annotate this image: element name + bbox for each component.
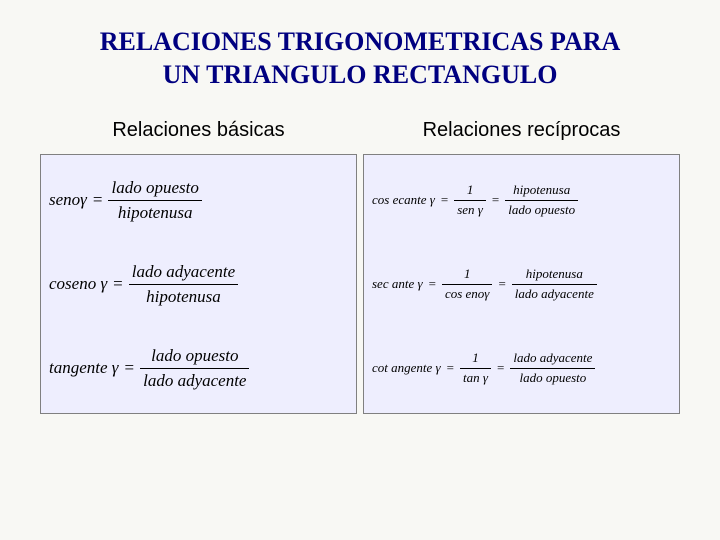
right-heading: Relaciones recíprocas (423, 119, 621, 142)
left-heading: Relaciones básicas (112, 119, 284, 142)
right-column: Relaciones recíprocas cos ecante γ=1sen … (363, 119, 680, 414)
formula-lhs: senoγ (49, 190, 87, 210)
formula-lhs: tangente γ (49, 358, 119, 378)
left-formula-box: senoγ=lado opuestohipotenusacoseno γ=lad… (40, 154, 357, 414)
formula-lhs: cos ecante γ (372, 192, 435, 208)
title-line-1: RELACIONES TRIGONOMETRICAS PARA (100, 27, 621, 56)
equals-sign: = (498, 276, 505, 292)
formula-row: sec ante γ=1cos enoγ=hipotenusalado adya… (372, 267, 671, 302)
equals-sign: = (492, 192, 499, 208)
left-column: Relaciones básicas senoγ=lado opuestohip… (40, 119, 357, 414)
equals-sign: = (125, 358, 135, 378)
page-title: RELACIONES TRIGONOMETRICAS PARA UN TRIAN… (40, 26, 680, 91)
formula-lhs: sec ante γ (372, 276, 423, 292)
equals-sign: = (447, 360, 454, 376)
title-line-2: UN TRIANGULO RECTANGULO (163, 60, 558, 89)
equals-sign: = (441, 192, 448, 208)
formula-row: tangente γ=lado opuestolado adyacente (49, 346, 348, 390)
equals-sign: = (497, 360, 504, 376)
formula-lhs: cot angente γ (372, 360, 441, 376)
formula-row: cot angente γ=1tan γ=lado adyacentelado … (372, 351, 671, 386)
equals-sign: = (93, 190, 103, 210)
right-formula-box: cos ecante γ=1sen γ=hipotenusalado opues… (363, 154, 680, 414)
formula-lhs: coseno γ (49, 274, 107, 294)
formula-row: cos ecante γ=1sen γ=hipotenusalado opues… (372, 183, 671, 218)
columns: Relaciones básicas senoγ=lado opuestohip… (40, 119, 680, 414)
formula-row: senoγ=lado opuestohipotenusa (49, 178, 348, 222)
formula-row: coseno γ=lado adyacentehipotenusa (49, 262, 348, 306)
equals-sign: = (113, 274, 123, 294)
equals-sign: = (429, 276, 436, 292)
slide: RELACIONES TRIGONOMETRICAS PARA UN TRIAN… (0, 0, 720, 540)
